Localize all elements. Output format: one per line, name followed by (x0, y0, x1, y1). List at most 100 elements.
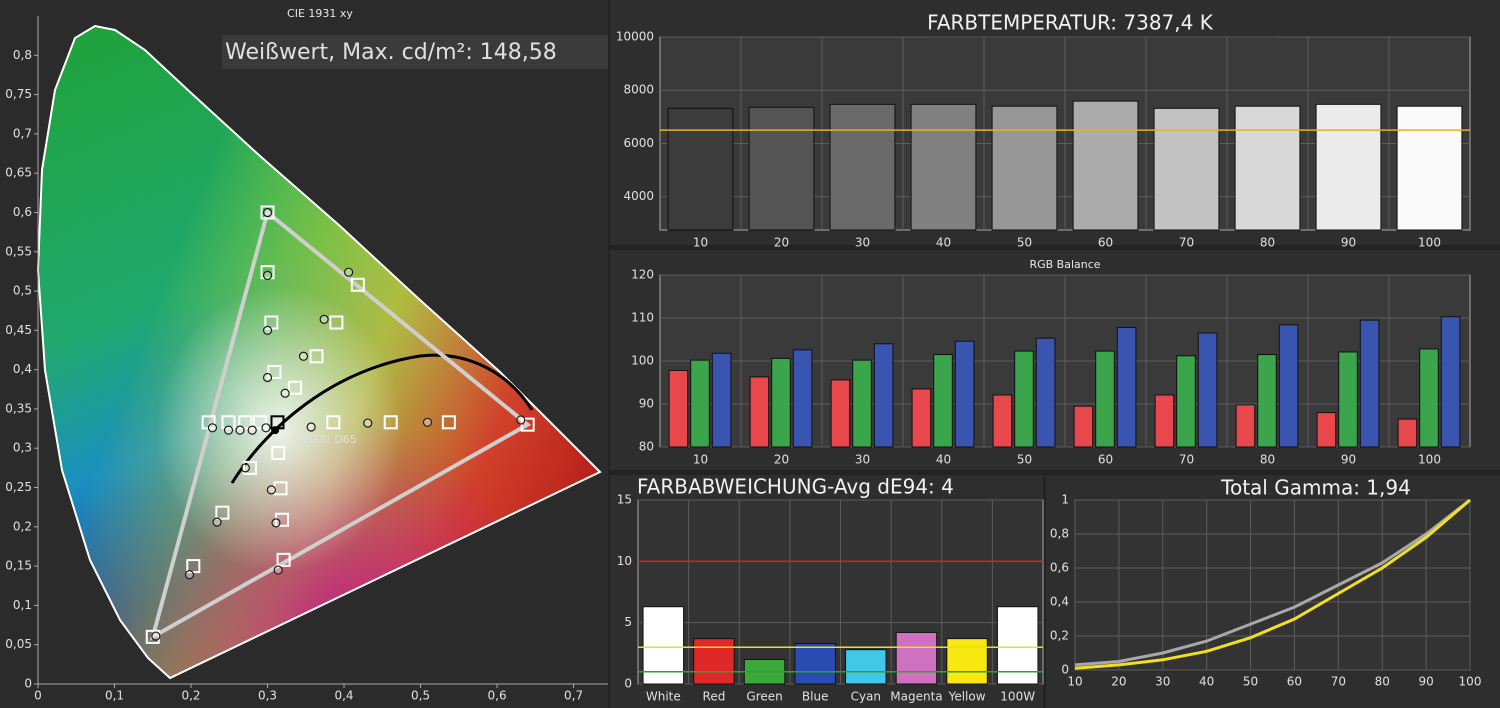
x-tick-label: 80 (1375, 675, 1390, 689)
y-tick-label: 15 (617, 493, 632, 507)
bar (693, 638, 735, 685)
bar (1154, 394, 1175, 448)
title-tab (928, 8, 1276, 38)
y-tick-label: 90 (639, 397, 654, 411)
y-tick-label: 0,4 (13, 362, 32, 376)
bar (1197, 332, 1218, 448)
target-point (221, 415, 236, 430)
y-tick-label: 100 (631, 354, 654, 368)
bar (794, 643, 836, 685)
planckian-locus (230, 353, 534, 484)
bar (748, 106, 815, 231)
bar (667, 107, 734, 231)
bar (1316, 412, 1337, 448)
x-tick-label: 0,4 (334, 689, 353, 703)
target-point (383, 415, 398, 430)
bar (954, 340, 975, 448)
y-tick-label: 0,25 (5, 480, 32, 494)
y-tick-label: 0,3 (13, 441, 32, 455)
bar (1397, 418, 1418, 448)
target-point (145, 629, 160, 644)
y-tick-label: 0,35 (5, 401, 32, 415)
x-tick-label: Yellow (948, 690, 986, 704)
x-tick-label: 40 (936, 236, 951, 250)
x-tick-label: 40 (1199, 675, 1214, 689)
x-tick-label: 0 (34, 689, 42, 703)
measured-point (280, 388, 290, 398)
x-tick-label: 70 (1179, 453, 1194, 467)
bar (1419, 348, 1439, 448)
y-tick-label: 0,2 (1050, 629, 1069, 643)
y-tick-label: 6000 (623, 136, 654, 150)
measured-point (240, 463, 250, 473)
y-tick-label: 80 (639, 440, 654, 454)
target-point (186, 559, 201, 574)
y-tick-label: 5 (624, 615, 632, 629)
target-point (275, 512, 290, 527)
measured-point (235, 425, 245, 435)
y-tick-label: 0,45 (5, 323, 32, 337)
bar (1116, 326, 1137, 448)
de-title: FARBABWEICHUNG-Avg dE94: 4 (637, 475, 954, 499)
measured-point (516, 415, 526, 425)
bar (933, 354, 953, 448)
x-tick-label: 10 (693, 453, 708, 467)
bar (1338, 351, 1358, 448)
bar (1073, 405, 1094, 448)
x-tick-label: 40 (936, 453, 951, 467)
x-tick-label: 70 (1179, 236, 1194, 250)
bar (1234, 105, 1301, 231)
measured-point (319, 314, 329, 324)
target-point (520, 417, 535, 432)
rgb-title: RGB Balance (1029, 258, 1100, 271)
target-point (276, 552, 291, 567)
x-tick-label: 100 (1459, 675, 1482, 689)
bar (992, 394, 1013, 448)
y-tick-label: 0,15 (5, 559, 32, 573)
measured-point (262, 372, 273, 383)
bar (829, 103, 896, 231)
y-tick-label: 0,55 (5, 244, 32, 258)
bar (1095, 350, 1115, 448)
target-point (267, 365, 282, 380)
y-tick-label: 1 (1061, 493, 1069, 507)
marks: 00,050,10,150,20,250,30,350,40,450,50,55… (5, 30, 1481, 704)
x-tick-label: Magenta (890, 690, 942, 704)
y-tick-label: 0,05 (5, 637, 32, 651)
y-tick-label: 0 (24, 677, 32, 691)
bar (1440, 316, 1461, 448)
x-tick-label: 50 (1243, 675, 1258, 689)
y-tick-label: 120 (631, 268, 654, 282)
y-tick-label: 0,65 (5, 166, 32, 180)
target-point (242, 460, 257, 475)
y-tick-label: 4000 (623, 189, 654, 203)
measured-point (262, 325, 273, 335)
measured-point (422, 417, 433, 427)
bar (911, 388, 932, 448)
target-point (252, 415, 267, 430)
measured-point (306, 422, 316, 432)
gamma-title: Total Gamma: 1,94 (1220, 476, 1411, 500)
bar (792, 349, 813, 448)
bar (1257, 354, 1277, 448)
y-tick-label: 0,2 (13, 519, 32, 533)
bar (910, 103, 977, 231)
y-tick-label: 0,6 (1050, 561, 1069, 575)
bar (1315, 103, 1382, 231)
gamma-line (1074, 498, 1471, 670)
annotation-box (222, 35, 608, 69)
bar (1072, 100, 1139, 231)
x-tick-label: 100 (1418, 453, 1441, 467)
gamma-plot (1074, 499, 1471, 671)
x-tick-label: Blue (802, 690, 829, 704)
bar (946, 638, 988, 685)
y-tick-label: 0,8 (1050, 527, 1069, 541)
x-tick-label: 0,7 (564, 689, 583, 703)
measured-point (344, 267, 354, 277)
measured-point (273, 565, 283, 575)
x-tick-label: 50 (1017, 453, 1032, 467)
y-tick-label: 10 (617, 554, 632, 568)
y-tick-label: 0,7 (13, 126, 32, 140)
x-tick-label: 100 (1418, 236, 1441, 250)
measured-point (184, 570, 195, 580)
